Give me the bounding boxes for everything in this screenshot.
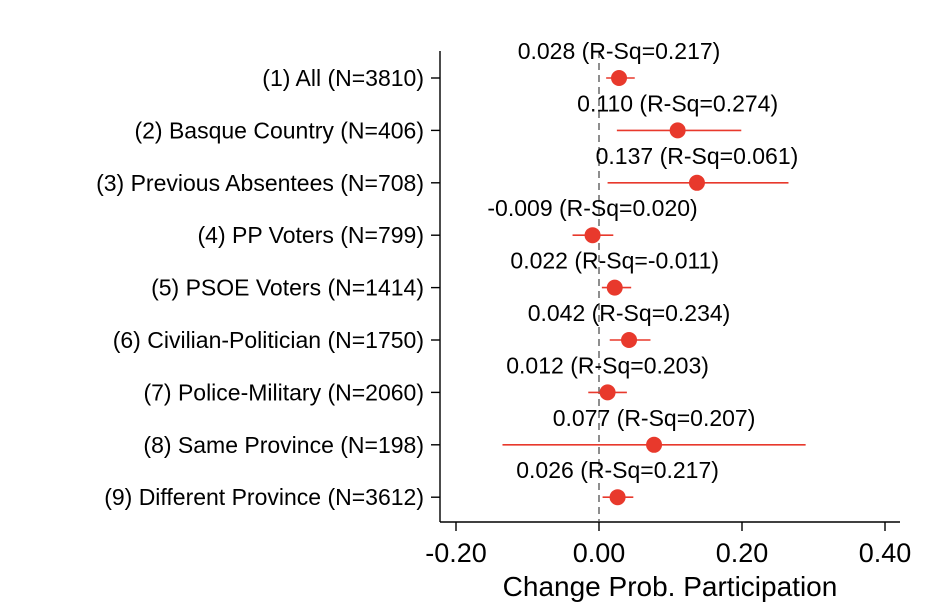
point-estimate: [688, 174, 705, 191]
x-tick-label: 0.20: [716, 538, 769, 568]
category-label: (3) Previous Absentees (N=708): [96, 170, 424, 196]
category-label: (5) PSOE Voters (N=1414): [151, 275, 424, 301]
category-label: (7) Police-Military (N=2060): [143, 379, 424, 405]
estimate-row: (8) Same Province (N=198) 0.077 (R-Sq=0.2…: [143, 405, 806, 458]
point-estimate: [609, 489, 626, 506]
x-ticks: -0.20 0.00 0.20 0.40: [425, 522, 911, 568]
category-label: (4) PP Voters (N=799): [198, 222, 425, 248]
category-label: (2) Basque Country (N=406): [134, 117, 424, 143]
point-estimate: [669, 122, 686, 139]
category-label: (8) Same Province (N=198): [143, 432, 424, 458]
estimate-row: (3) Previous Absentees (N=708) 0.137 (R-S…: [96, 143, 798, 196]
estimate-row: (2) Basque Country (N=406) 0.110 (R-Sq=0.…: [134, 90, 778, 143]
estimate-row: (4) PP Voters (N=799) -0.009 (R-Sq=0.020): [198, 195, 698, 248]
point-estimate: [646, 436, 663, 453]
x-tick-label: -0.20: [425, 538, 487, 568]
estimate-row: (7) Police-Military (N=2060) 0.012 (R-Sq=…: [143, 352, 708, 405]
point-estimate: [599, 384, 616, 401]
estimate-annotation: 0.022 (R-Sq=-0.011): [510, 248, 719, 274]
estimate-annotation: 0.077 (R-Sq=0.207): [553, 405, 756, 431]
estimate-rows: (1) All (N=3810) 0.028 (R-Sq=0.217) (2) Ba…: [96, 38, 806, 510]
point-estimate: [611, 70, 628, 86]
estimate-annotation: 0.042 (R-Sq=0.234): [528, 300, 731, 326]
x-tick-label: 0.00: [573, 538, 626, 568]
estimate-annotation: 0.012 (R-Sq=0.203): [506, 352, 709, 378]
estimate-annotation: 0.110 (R-Sq=0.274): [577, 90, 778, 116]
point-estimate: [606, 279, 623, 296]
estimate-annotation: 0.028 (R-Sq=0.217): [518, 38, 721, 64]
estimate-row: (1) All (N=3810) 0.028 (R-Sq=0.217): [262, 38, 720, 91]
estimate-row: (6) Civilian-Politician (N=1750) 0.042 (R…: [113, 300, 731, 353]
estimate-annotation: -0.009 (R-Sq=0.020): [487, 195, 697, 221]
point-estimate: [584, 227, 601, 244]
estimate-row: (5) PSOE Voters (N=1414) 0.022 (R-Sq=-0.0…: [151, 248, 719, 301]
category-label: (9) Different Province (N=3612): [104, 484, 424, 510]
category-label: (1) All (N=3810): [262, 65, 424, 91]
estimate-row: (9) Different Province (N=3612) 0.026 (R-…: [104, 457, 719, 510]
estimate-annotation: 0.137 (R-Sq=0.061): [596, 143, 799, 169]
x-tick-label: 0.40: [859, 538, 912, 568]
category-label: (6) Civilian-Politician (N=1750): [113, 327, 424, 353]
x-axis-label: Change Prob. Participation: [503, 571, 838, 602]
estimate-annotation: 0.026 (R-Sq=0.217): [516, 457, 719, 483]
point-estimate: [621, 332, 638, 348]
